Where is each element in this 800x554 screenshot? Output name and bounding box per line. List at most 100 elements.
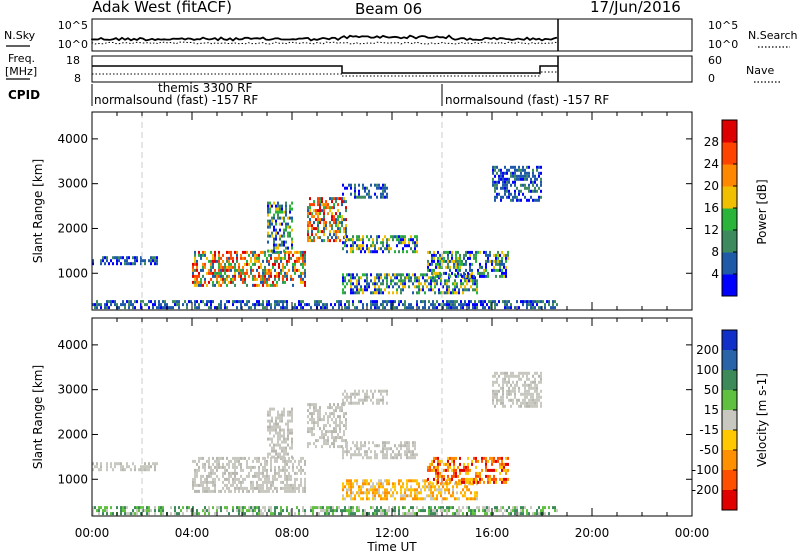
power-panel-echo-cell <box>472 306 474 310</box>
velocity-panel-echo-cell <box>512 371 514 375</box>
velocity-panel-echo-cell <box>339 406 341 410</box>
velocity-panel-echo-cell <box>386 497 388 501</box>
power-panel-echo-cell <box>400 241 402 245</box>
velocity-panel-echo-cell <box>327 436 329 440</box>
power-panel-echo-cell <box>325 200 327 204</box>
power-panel-echo-cell <box>216 259 218 263</box>
power-panel-echo-cell <box>366 303 368 307</box>
power-panel-echo-cell <box>457 256 459 260</box>
power-panel-echo-cell <box>396 276 398 280</box>
velocity-panel-echo-cell <box>273 446 275 450</box>
power-panel-echo-cell <box>370 279 372 283</box>
cpid-segment-3: normalsound (fast) -157 RF <box>445 93 609 107</box>
velocity-panel-echo-cell <box>319 409 321 413</box>
velocity-panel-echo-cell <box>524 389 526 393</box>
velocity-panel-echo-cell <box>287 452 289 456</box>
velocity-panel-echo-cell <box>294 489 296 493</box>
velocity-panel-echo-cell <box>502 371 504 375</box>
power-panel-echo-cell <box>462 282 464 286</box>
power-panel-echo-cell <box>416 279 418 283</box>
power-panel-echo-cell <box>273 246 275 250</box>
power-panel-echo-cell <box>396 238 398 242</box>
power-panel-echo-cell <box>420 288 422 292</box>
power-panel-echo-cell <box>267 213 269 217</box>
power-panel-echo-cell <box>354 195 356 199</box>
power-panel-echo-cell <box>338 306 340 310</box>
velocity-panel-echo-cell <box>483 480 485 484</box>
power-panel-echo-cell <box>224 268 226 272</box>
velocity-panel-echo-cell <box>400 485 402 489</box>
power-panel-echo-cell <box>524 300 526 304</box>
power-panel-echo-cell <box>160 303 162 307</box>
power-panel-echo-cell <box>114 256 116 260</box>
velocity-panel-echo-cell <box>120 468 122 472</box>
power-panel-echo-cell <box>254 253 256 257</box>
velocity-panel-echo-cell <box>479 480 481 484</box>
power-panel-colorbar-tick-label: 28 <box>704 135 719 149</box>
noise-search-trace <box>91 41 558 45</box>
power-panel-echo-cell <box>309 209 311 213</box>
velocity-panel-echo-cell <box>414 447 416 451</box>
velocity-panel-echo-cell <box>342 401 344 405</box>
velocity-panel-echo-cell <box>287 413 289 417</box>
power-panel-echo-cell <box>136 300 138 304</box>
power-panel-echo-cell <box>380 247 382 251</box>
power-panel-echo-cell <box>384 195 386 199</box>
velocity-panel-echo-cell <box>342 456 344 460</box>
power-panel-echo-cell <box>272 262 274 266</box>
velocity-panel-echo-cell <box>438 491 440 495</box>
power-panel-echo-cell <box>267 222 269 226</box>
velocity-panel-echo-cell <box>280 480 282 484</box>
velocity-panel-echo-cell <box>238 506 240 510</box>
power-panel-echo-cell <box>479 265 481 269</box>
velocity-panel-echo-cell <box>288 471 290 475</box>
power-panel-echo-cell <box>402 285 404 289</box>
power-panel-echo-cell <box>260 280 262 284</box>
power-panel-echo-cell <box>354 276 356 280</box>
power-panel-echo-cell <box>510 171 512 175</box>
power-panel-echo-cell <box>516 300 518 304</box>
power-panel-echo-cell <box>304 303 306 307</box>
velocity-panel-echo-cell <box>364 450 366 454</box>
velocity-panel-echo-cell <box>510 374 512 378</box>
velocity-panel-echo-cell <box>178 512 180 516</box>
velocity-panel-echo-cell <box>384 497 386 501</box>
velocity-panel-echo-cell <box>315 421 317 425</box>
velocity-panel-echo-cell <box>440 494 442 498</box>
velocity-panel-echo-cell <box>230 459 232 463</box>
power-panel-echo-cell <box>150 256 152 260</box>
velocity-panel-echo-cell <box>368 395 370 399</box>
power-panel-echo-cell <box>445 265 447 269</box>
velocity-panel-echo-cell <box>298 483 300 487</box>
power-panel-echo-cell <box>420 282 422 286</box>
power-panel-echo-cell <box>390 300 392 304</box>
velocity-panel-echo-cell <box>449 477 451 481</box>
velocity-panel-echo-cell <box>344 509 346 513</box>
velocity-panel-echo-cell <box>298 462 300 466</box>
velocity-panel-echo-cell <box>216 462 218 466</box>
velocity-panel-echo-cell <box>486 509 488 513</box>
velocity-panel-echo-cell <box>267 455 269 459</box>
power-panel-echo-cell <box>226 306 228 310</box>
velocity-panel-echo-cell <box>474 509 476 513</box>
power-panel-echo-cell <box>200 283 202 287</box>
velocity-panel-echo-cell <box>392 456 394 460</box>
power-panel-echo-cell <box>390 235 392 239</box>
power-panel-echo-cell <box>273 249 275 253</box>
velocity-panel-echo-cell <box>324 512 326 516</box>
power-panel-echo-cell <box>104 303 106 307</box>
velocity-panel-echo-cell <box>198 468 200 472</box>
velocity-panel-echo-cell <box>394 482 396 486</box>
velocity-panel-echo-cell <box>212 489 214 493</box>
power-panel-echo-cell <box>230 268 232 272</box>
power-panel-echo-cell <box>424 300 426 304</box>
power-panel-echo-cell <box>246 271 248 275</box>
velocity-panel-echo-cell <box>246 509 248 513</box>
velocity-panel-echo-cell <box>370 506 372 510</box>
velocity-panel-echo-cell <box>250 486 252 490</box>
power-panel-echo-cell <box>390 276 392 280</box>
power-panel-echo-cell <box>339 230 341 234</box>
velocity-panel-echo-cell <box>337 433 339 437</box>
velocity-panel-echo-cell <box>502 506 504 510</box>
power-panel-echo-cell <box>271 231 273 235</box>
